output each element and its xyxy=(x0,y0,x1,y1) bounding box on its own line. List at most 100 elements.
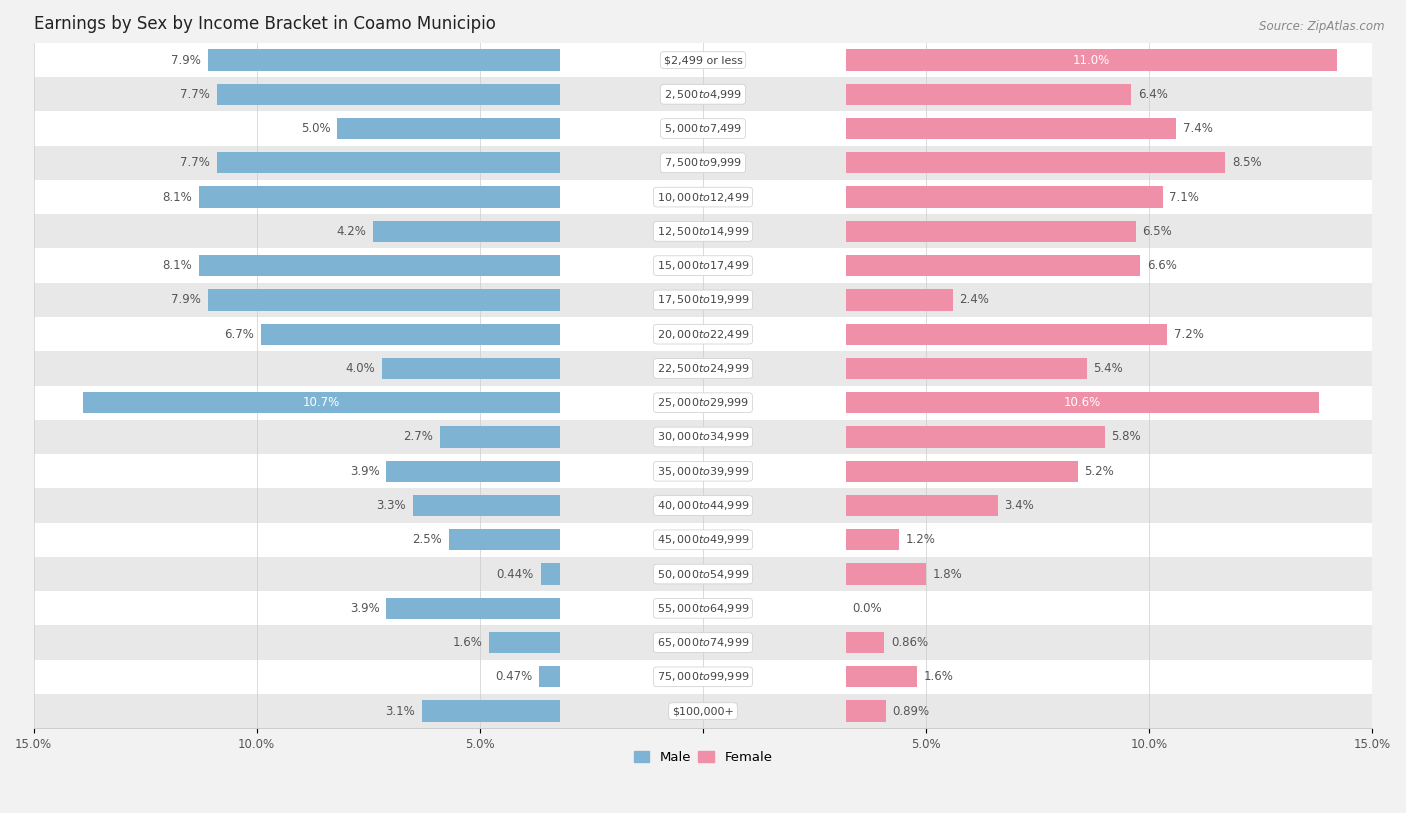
Bar xyxy=(208,50,560,71)
Text: 3.1%: 3.1% xyxy=(385,705,415,718)
Bar xyxy=(373,221,560,242)
Text: $20,000 to $22,499: $20,000 to $22,499 xyxy=(657,328,749,341)
Bar xyxy=(34,146,1372,180)
Text: 5.2%: 5.2% xyxy=(1084,465,1115,478)
Bar xyxy=(34,454,1372,489)
Text: 3.9%: 3.9% xyxy=(350,465,380,478)
Bar xyxy=(846,221,1136,242)
Bar xyxy=(846,186,1163,207)
Bar xyxy=(846,701,886,722)
Text: $7,500 to $9,999: $7,500 to $9,999 xyxy=(664,156,742,169)
Text: 5.4%: 5.4% xyxy=(1094,362,1123,375)
Text: $2,500 to $4,999: $2,500 to $4,999 xyxy=(664,88,742,101)
Bar xyxy=(846,426,1105,448)
Bar xyxy=(846,461,1078,482)
Bar xyxy=(449,529,560,550)
Bar xyxy=(846,632,884,653)
Bar xyxy=(34,420,1372,454)
Bar xyxy=(34,215,1372,249)
Text: Source: ZipAtlas.com: Source: ZipAtlas.com xyxy=(1260,20,1385,33)
Text: $15,000 to $17,499: $15,000 to $17,499 xyxy=(657,259,749,272)
Bar xyxy=(381,358,560,379)
Text: 8.1%: 8.1% xyxy=(162,259,193,272)
Text: 0.47%: 0.47% xyxy=(495,671,533,684)
Text: 2.5%: 2.5% xyxy=(412,533,441,546)
Text: $12,500 to $14,999: $12,500 to $14,999 xyxy=(657,225,749,238)
Text: 3.3%: 3.3% xyxy=(377,499,406,512)
Text: 1.6%: 1.6% xyxy=(924,671,953,684)
Bar xyxy=(489,632,560,653)
Text: 10.7%: 10.7% xyxy=(302,396,340,409)
Text: 7.9%: 7.9% xyxy=(172,54,201,67)
Bar xyxy=(846,289,953,311)
Text: $50,000 to $54,999: $50,000 to $54,999 xyxy=(657,567,749,580)
Text: 6.4%: 6.4% xyxy=(1137,88,1168,101)
Text: 7.9%: 7.9% xyxy=(172,293,201,307)
Bar xyxy=(846,255,1140,276)
Text: $35,000 to $39,999: $35,000 to $39,999 xyxy=(657,465,749,478)
Bar xyxy=(846,50,1337,71)
Bar xyxy=(34,180,1372,215)
Bar xyxy=(34,351,1372,385)
Bar xyxy=(262,324,560,345)
Text: $55,000 to $64,999: $55,000 to $64,999 xyxy=(657,602,749,615)
Bar xyxy=(440,426,560,448)
Bar xyxy=(217,84,560,105)
Text: 4.2%: 4.2% xyxy=(336,225,366,238)
Text: 7.7%: 7.7% xyxy=(180,88,209,101)
Bar xyxy=(846,392,1319,413)
Bar xyxy=(34,659,1372,694)
Text: 0.86%: 0.86% xyxy=(891,636,928,649)
Text: $2,499 or less: $2,499 or less xyxy=(664,55,742,65)
Text: $100,000+: $100,000+ xyxy=(672,706,734,716)
Text: 3.9%: 3.9% xyxy=(350,602,380,615)
Bar xyxy=(846,118,1175,139)
Text: 7.7%: 7.7% xyxy=(180,156,209,169)
Text: 8.5%: 8.5% xyxy=(1232,156,1261,169)
Bar xyxy=(34,317,1372,351)
Text: 0.44%: 0.44% xyxy=(496,567,534,580)
Bar xyxy=(846,529,900,550)
Bar xyxy=(387,461,560,482)
Bar xyxy=(846,84,1132,105)
Text: 1.8%: 1.8% xyxy=(932,567,963,580)
Text: $17,500 to $19,999: $17,500 to $19,999 xyxy=(657,293,749,307)
Text: $40,000 to $44,999: $40,000 to $44,999 xyxy=(657,499,749,512)
Bar xyxy=(34,489,1372,523)
Text: $45,000 to $49,999: $45,000 to $49,999 xyxy=(657,533,749,546)
Bar xyxy=(413,495,560,516)
Text: 3.4%: 3.4% xyxy=(1004,499,1033,512)
Text: 7.1%: 7.1% xyxy=(1170,190,1199,203)
Text: $65,000 to $74,999: $65,000 to $74,999 xyxy=(657,636,749,649)
Bar xyxy=(34,557,1372,591)
Bar xyxy=(540,563,560,585)
Text: 1.6%: 1.6% xyxy=(453,636,482,649)
Bar xyxy=(846,358,1087,379)
Text: 0.0%: 0.0% xyxy=(852,602,882,615)
Bar xyxy=(540,666,560,688)
Bar xyxy=(34,694,1372,728)
Bar xyxy=(34,283,1372,317)
Text: 11.0%: 11.0% xyxy=(1073,54,1109,67)
Bar xyxy=(34,385,1372,420)
Text: 6.5%: 6.5% xyxy=(1143,225,1173,238)
Text: $75,000 to $99,999: $75,000 to $99,999 xyxy=(657,671,749,684)
Text: 0.89%: 0.89% xyxy=(893,705,929,718)
Text: $5,000 to $7,499: $5,000 to $7,499 xyxy=(664,122,742,135)
Bar xyxy=(34,625,1372,659)
Text: 6.7%: 6.7% xyxy=(225,328,254,341)
Bar xyxy=(34,111,1372,146)
Text: 4.0%: 4.0% xyxy=(346,362,375,375)
Text: 7.4%: 7.4% xyxy=(1182,122,1212,135)
Bar xyxy=(208,289,560,311)
Text: $25,000 to $29,999: $25,000 to $29,999 xyxy=(657,396,749,409)
Bar xyxy=(422,701,560,722)
Bar xyxy=(34,591,1372,625)
Text: $30,000 to $34,999: $30,000 to $34,999 xyxy=(657,430,749,443)
Bar xyxy=(846,666,917,688)
Bar xyxy=(217,152,560,173)
Text: 2.4%: 2.4% xyxy=(960,293,990,307)
Bar xyxy=(846,563,927,585)
Bar xyxy=(34,523,1372,557)
Text: 5.8%: 5.8% xyxy=(1111,430,1142,443)
